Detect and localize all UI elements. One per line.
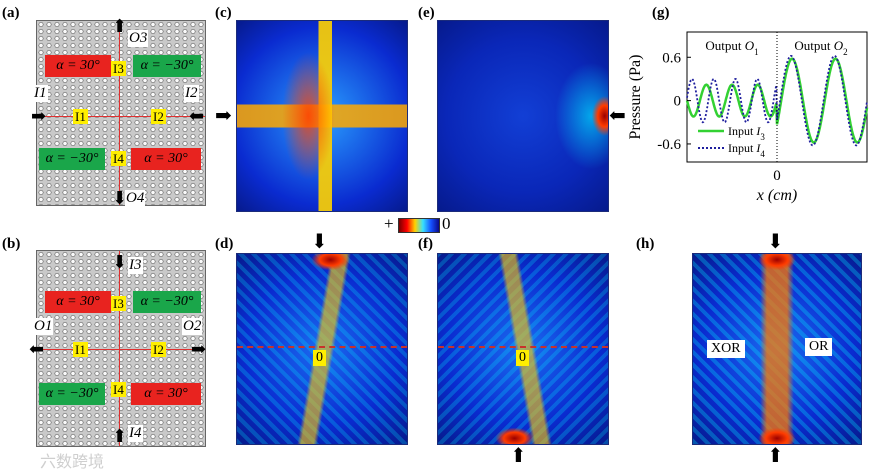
interface-line-horizontal: [37, 116, 205, 117]
interface-dashed-line: [237, 346, 407, 348]
region-top-left: α = 30°: [45, 55, 111, 77]
or-label: OR: [805, 338, 833, 356]
region-bottom-left: α = −30°: [39, 383, 105, 405]
panel-label-h: (h): [636, 236, 655, 252]
x-tick-label: 0: [773, 168, 781, 184]
hole-lattice-b: [37, 251, 205, 446]
region-top-right: α = −30°: [133, 55, 201, 77]
port-label-right: I2: [184, 85, 199, 102]
junction-i2: I2: [151, 342, 166, 357]
structure-a: α = 30° α = −30° α = −30° α = 30° I1 I2 …: [31, 16, 206, 208]
junction-i3: I3: [111, 296, 126, 311]
arrow-left-icon: ⬅: [29, 339, 45, 359]
port-label-top: O3: [128, 30, 149, 47]
y-tick-label: -0.6: [657, 137, 681, 153]
arrow-right-icon: ➡: [215, 105, 232, 127]
panel-label-g: (g): [652, 5, 670, 21]
arrow-down-icon: ⬇: [311, 231, 328, 253]
arrow-up-icon: ⬆: [112, 16, 128, 36]
interface-line-vertical: [119, 21, 120, 205]
port-label-top: I3: [128, 257, 143, 274]
series-group: [685, 55, 869, 147]
panel-label-e: (e): [418, 5, 435, 21]
region-bottom-left: α = −30°: [39, 148, 105, 170]
region-bottom-right: α = 30°: [131, 383, 201, 405]
panel-label-a: (a): [2, 5, 20, 21]
legend-label-i3: Input I3: [728, 124, 765, 142]
port-label-bottom: I4: [128, 425, 143, 442]
interface-line-horizontal: [37, 349, 205, 350]
junction-i3: I3: [111, 61, 126, 76]
arrow-right-icon: ➡: [191, 339, 207, 359]
legend-label-i4: Input I4: [728, 141, 765, 159]
port-label-left: O1: [33, 318, 54, 335]
field-map-d: 0: [236, 253, 408, 445]
region-label-o1: Output O1: [705, 38, 758, 57]
series-line-i4: [686, 55, 868, 147]
arrow-up-icon: ⬆: [510, 445, 527, 467]
arrow-down-icon: ⬇: [767, 231, 784, 253]
colorbar: [398, 218, 440, 233]
arrow-down-icon: ⬇: [112, 252, 128, 272]
y-axis-label: Pressure (Pa): [627, 55, 644, 140]
output-value-label: 0: [313, 350, 326, 366]
field-map-f: 0: [437, 253, 609, 445]
region-bottom-right: α = 30°: [131, 148, 201, 170]
arrow-right-icon: ➡: [31, 106, 47, 126]
interface-line-vertical: [119, 251, 120, 446]
port-label-left: I1: [33, 85, 48, 102]
field-map-e: [437, 20, 609, 212]
structure-b: α = 30° α = −30° α = −30° α = 30° I1 I2 …: [29, 250, 207, 447]
panel-label-f: (f): [418, 236, 433, 252]
panel-label-b: (b): [2, 236, 21, 252]
junction-i4: I4: [111, 382, 126, 397]
legend: Input I3 Input I4: [698, 124, 765, 159]
watermark: 六数跨境: [40, 452, 105, 471]
x-axis-label: x (cm): [756, 187, 797, 204]
colorbar-plus-label: +: [384, 214, 394, 233]
xor-label: XOR: [707, 340, 745, 358]
output-value-label: 0: [516, 350, 529, 366]
region-top-right: α = −30°: [133, 291, 201, 313]
region-label-o2: Output O2: [794, 38, 847, 57]
y-tick-label: 0.6: [662, 50, 681, 66]
field-map-c: [236, 20, 408, 212]
hole-lattice-a: [37, 21, 205, 205]
y-tick-label: 0: [674, 94, 682, 110]
arrow-left-icon: ⬅: [609, 105, 626, 127]
panel-label-c: (c): [215, 5, 232, 21]
junction-i1: I1: [73, 342, 88, 357]
port-label-bottom: O4: [125, 190, 146, 207]
arrow-up-icon: ⬆: [767, 445, 784, 467]
port-label-right: O2: [182, 318, 203, 335]
junction-i4: I4: [111, 151, 126, 166]
interface-dashed-line: [438, 346, 608, 348]
pressure-chart: 0.6 0 -0.6 0 Pressure (Pa) x (cm) Output O1…: [627, 31, 869, 204]
junction-i2: I2: [151, 109, 166, 124]
ticks-group: 0.6 0 -0.6 0: [657, 50, 781, 184]
arrow-left-icon: ⬅: [189, 106, 205, 126]
field-map-h: XOR OR: [692, 253, 862, 445]
region-top-left: α = 30°: [45, 291, 111, 313]
colorbar-zero-label: 0: [442, 214, 451, 233]
arrow-down-icon: ⬇: [112, 188, 128, 208]
arrow-up-icon: ⬆: [112, 426, 128, 446]
junction-i1: I1: [73, 109, 88, 124]
panel-label-d: (d): [215, 236, 234, 252]
